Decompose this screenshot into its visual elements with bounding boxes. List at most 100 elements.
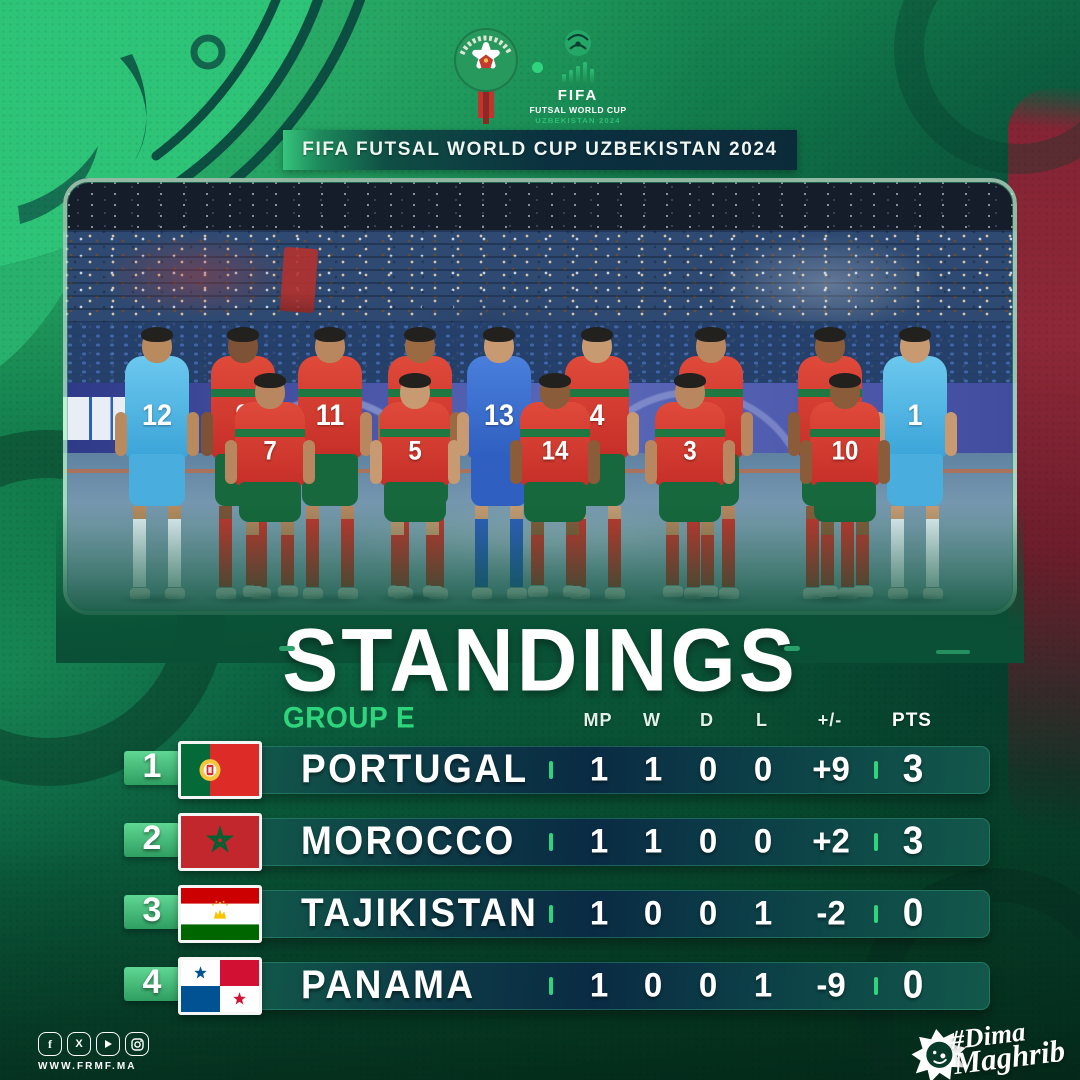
stat-d: 0 (698, 820, 718, 860)
player-head (227, 327, 259, 363)
stat-w: 1 (643, 748, 663, 788)
standings-row-morocco: 2 MOROCCO 1 1 0 0 +2 3 (0, 813, 1080, 871)
rank-number: 3 (142, 890, 162, 929)
column-header-mp: MP (583, 710, 613, 730)
rank-number: 2 (142, 818, 162, 857)
facebook-icon: f (48, 1036, 52, 1051)
jersey-number: 4 (589, 397, 605, 431)
team-name: TAJIKISTAN (301, 890, 539, 935)
standings-row-tajikistan: 3 TAJIKISTAN 1 0 0 1 -2 0 (0, 885, 1080, 943)
facebook-link[interactable]: f (38, 1032, 62, 1056)
group-label: GROUP E (283, 701, 416, 734)
column-header-d: D (700, 710, 714, 730)
player-head (899, 327, 931, 363)
stat-l: 0 (753, 820, 773, 860)
jersey-number: 3 (683, 436, 697, 467)
photo-bottom-fade (56, 503, 1024, 663)
stat-mp: 1 (589, 964, 609, 1004)
instagram-icon (130, 1037, 144, 1051)
player-jersey: 14 (510, 402, 600, 486)
divider-tick (549, 833, 553, 851)
portugal-flag-icon (178, 741, 262, 799)
stat-w: 0 (643, 964, 663, 1004)
x-icon: X (75, 1038, 83, 1050)
player-shorts (129, 454, 185, 506)
row-bar: PORTUGAL 1 1 0 0 +9 3 (254, 746, 990, 794)
row-bar: MOROCCO 1 1 0 0 +2 3 (254, 818, 990, 866)
jersey-number: 10 (831, 436, 859, 467)
stat-gd: +2 (812, 820, 850, 860)
divider-tick (549, 761, 553, 779)
title-dash-right (784, 646, 800, 651)
decorative-maroon-shape (1008, 88, 1080, 830)
signature-text: #Dima Maghrib (948, 1016, 1067, 1080)
stat-l: 0 (753, 748, 773, 788)
youtube-link[interactable] (96, 1032, 120, 1056)
player-shorts (887, 454, 943, 506)
standings-row-portugal: 1 PORTUGAL 1 1 0 0 +9 3 (0, 741, 1080, 799)
instagram-link[interactable] (125, 1032, 149, 1056)
team-name: MOROCCO (301, 818, 516, 863)
player-jersey: 5 (370, 402, 460, 486)
player-head (814, 327, 846, 363)
row-bar: TAJIKISTAN 1 0 0 1 -2 0 (254, 890, 990, 938)
website-url: WWW.FRMF.MA (38, 1061, 137, 1072)
stat-mp: 1 (589, 892, 609, 932)
player-jersey: 7 (225, 402, 315, 486)
standings-row-panama: 4 PANAMA 1 0 0 1 -9 0 (0, 957, 1080, 1015)
futsal-ball-icon (565, 30, 591, 56)
stat-pts: 0 (902, 962, 924, 1006)
stat-mp: 1 (589, 748, 609, 788)
stat-mp: 1 (589, 820, 609, 860)
jersey-stripe (235, 428, 305, 437)
jersey-number: 12 (141, 397, 173, 431)
youtube-icon (104, 1040, 112, 1048)
jersey-stripe (655, 428, 725, 437)
jersey-stripe (380, 428, 450, 437)
arena-upper-tier (63, 178, 1017, 235)
stat-pts: 3 (902, 818, 924, 862)
morocco-flag-icon (178, 813, 262, 871)
jersey-number: 7 (263, 436, 277, 467)
fifa-futsal-world-cup-logo: FIFA FUTSAL WORLD CUP UZBEKISTAN 2024 (524, 28, 632, 125)
jersey-number: 13 (483, 397, 515, 431)
player-jersey: 12 (115, 356, 199, 458)
decorative-dash (936, 650, 970, 654)
fifa-wordmark: FIFA (557, 87, 599, 104)
rank-badge: 4 (124, 963, 180, 1001)
rank-badge: 1 (124, 747, 180, 785)
player-head (404, 327, 436, 363)
stat-w: 1 (643, 820, 663, 860)
stat-pts: 0 (902, 890, 924, 934)
jersey-stripe (679, 388, 743, 397)
dima-maghrib-signature: #Dima Maghrib (907, 1011, 1067, 1080)
divider-tick (874, 761, 878, 779)
divider-tick (874, 905, 878, 923)
rank-number: 1 (142, 746, 162, 785)
player-head (539, 373, 571, 409)
divider-tick (549, 977, 553, 995)
player-jersey: 3 (645, 402, 735, 486)
tournament-banner-text: FIFA FUTSAL WORLD CUP UZBEKISTAN 2024 (302, 139, 778, 160)
stat-gd: -9 (816, 964, 846, 1004)
x-link[interactable]: X (67, 1032, 91, 1056)
team-name: PANAMA (301, 962, 476, 1007)
column-header-l: L (756, 710, 768, 730)
page-title: STANDINGS (282, 610, 798, 710)
jersey-number: 5 (408, 436, 422, 467)
jersey-number: 14 (541, 436, 569, 467)
lion-icon (911, 1028, 966, 1080)
crowd-flag (280, 246, 319, 314)
uzbekistan-bars-icon (561, 60, 595, 84)
stat-gd: -2 (816, 892, 846, 932)
player-head (254, 373, 286, 409)
futsal-world-cup-wordmark: FUTSAL WORLD CUP (529, 105, 627, 115)
column-header-gd: +/- (817, 710, 843, 730)
player-head (483, 327, 515, 363)
player-head (399, 373, 431, 409)
rank-number: 4 (142, 962, 162, 1001)
stat-gd: +9 (812, 748, 850, 788)
jersey-stripe (565, 388, 629, 397)
